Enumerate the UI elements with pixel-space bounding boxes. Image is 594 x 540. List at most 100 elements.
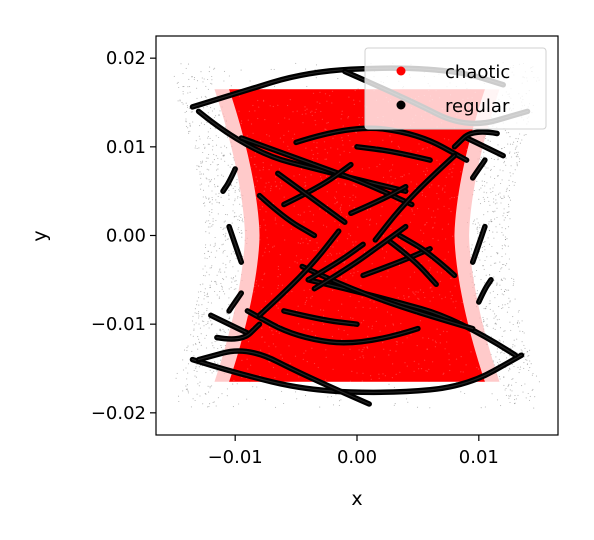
regular-haze-point xyxy=(220,147,221,148)
regular-haze-point xyxy=(221,175,222,176)
regular-haze-point xyxy=(236,280,237,281)
chaotic-point xyxy=(303,221,304,222)
regular-haze-point xyxy=(191,406,192,407)
regular-haze-point xyxy=(209,318,210,319)
chaotic-point xyxy=(411,209,412,210)
regular-haze-point xyxy=(476,270,477,271)
regular-haze-point xyxy=(484,246,485,247)
regular-haze-point xyxy=(499,262,500,263)
regular-haze-point xyxy=(500,268,501,269)
regular-haze-point xyxy=(202,321,203,322)
regular-haze-point xyxy=(483,321,484,322)
regular-haze-point xyxy=(238,229,239,230)
chaotic-point xyxy=(315,112,316,113)
regular-haze-point xyxy=(241,230,242,231)
regular-haze-point xyxy=(215,194,216,195)
regular-haze-point xyxy=(517,164,518,165)
chaotic-point xyxy=(339,162,340,163)
regular-haze-point xyxy=(479,189,480,190)
regular-haze-point xyxy=(198,324,199,325)
chaotic-point xyxy=(461,320,462,321)
regular-haze-point xyxy=(250,80,251,81)
chaotic-point xyxy=(316,147,317,148)
chaotic-point xyxy=(373,301,374,302)
regular-haze-point xyxy=(195,400,196,401)
chaotic-point xyxy=(355,241,356,242)
chaotic-point xyxy=(238,111,239,112)
chaotic-point xyxy=(313,142,314,143)
regular-haze-point xyxy=(497,319,498,320)
regular-haze-point xyxy=(199,366,200,367)
chaotic-point xyxy=(343,354,344,355)
chaotic-point xyxy=(327,152,328,153)
chaotic-point xyxy=(410,276,411,277)
regular-haze-point xyxy=(497,144,498,145)
y-tick-label: −0.02 xyxy=(91,403,146,424)
regular-haze-point xyxy=(490,170,491,171)
chaotic-point xyxy=(415,294,416,295)
regular-haze-point xyxy=(513,285,514,286)
regular-haze-point xyxy=(511,165,512,166)
chaotic-point xyxy=(422,149,423,150)
regular-haze-point xyxy=(228,304,229,305)
regular-haze-point xyxy=(223,155,224,156)
regular-haze-point xyxy=(528,355,529,356)
regular-haze-point xyxy=(199,342,200,343)
regular-haze-point xyxy=(188,133,189,134)
chaotic-point xyxy=(420,230,421,231)
chaotic-point xyxy=(351,171,352,172)
regular-haze-point xyxy=(212,224,213,225)
regular-haze-point xyxy=(506,191,507,192)
chaotic-point xyxy=(347,238,348,239)
regular-haze-point xyxy=(202,284,203,285)
chaotic-point xyxy=(451,298,452,299)
regular-haze-point xyxy=(484,241,485,242)
chaotic-point xyxy=(448,139,449,140)
chaotic-point xyxy=(330,253,331,254)
chaotic-point xyxy=(449,370,450,371)
chaotic-point xyxy=(440,281,441,282)
chaotic-point xyxy=(291,229,292,230)
chaotic-point xyxy=(431,217,432,218)
regular-haze-point xyxy=(242,220,243,221)
chaotic-point xyxy=(297,111,298,112)
regular-haze-point xyxy=(484,282,485,283)
regular-haze-point xyxy=(274,69,275,70)
regular-haze-point xyxy=(211,385,212,386)
chaotic-point xyxy=(445,185,446,186)
chaotic-point xyxy=(340,208,341,209)
chaotic-point xyxy=(253,133,254,134)
regular-haze-point xyxy=(182,86,183,87)
chaotic-point xyxy=(353,195,354,196)
chaotic-point xyxy=(312,331,313,332)
chaotic-point xyxy=(449,364,450,365)
regular-haze-point xyxy=(206,347,207,348)
regular-haze-point xyxy=(239,216,240,217)
regular-haze-point xyxy=(514,340,515,341)
regular-haze-point xyxy=(215,282,216,283)
chaotic-point xyxy=(269,169,270,170)
chaotic-point xyxy=(414,361,415,362)
regular-haze-point xyxy=(265,399,266,400)
regular-haze-point xyxy=(235,276,236,277)
chaotic-point xyxy=(318,247,319,248)
regular-haze-point xyxy=(484,269,485,270)
regular-haze-point xyxy=(490,265,491,266)
chaotic-point xyxy=(336,179,337,180)
chaotic-point xyxy=(413,293,414,294)
regular-haze-point xyxy=(483,242,484,243)
regular-haze-point xyxy=(182,390,183,391)
chaotic-point xyxy=(428,369,429,370)
regular-haze-point xyxy=(190,334,191,335)
chaotic-point xyxy=(383,349,384,350)
regular-haze-point xyxy=(228,193,229,194)
regular-haze-point xyxy=(510,144,511,145)
regular-haze-point xyxy=(490,309,491,310)
regular-haze-point xyxy=(200,71,201,72)
regular-haze-point xyxy=(230,260,231,261)
regular-haze-point xyxy=(519,372,520,373)
chaotic-point xyxy=(436,193,437,194)
regular-haze-point xyxy=(495,323,496,324)
regular-haze-point xyxy=(241,70,242,71)
